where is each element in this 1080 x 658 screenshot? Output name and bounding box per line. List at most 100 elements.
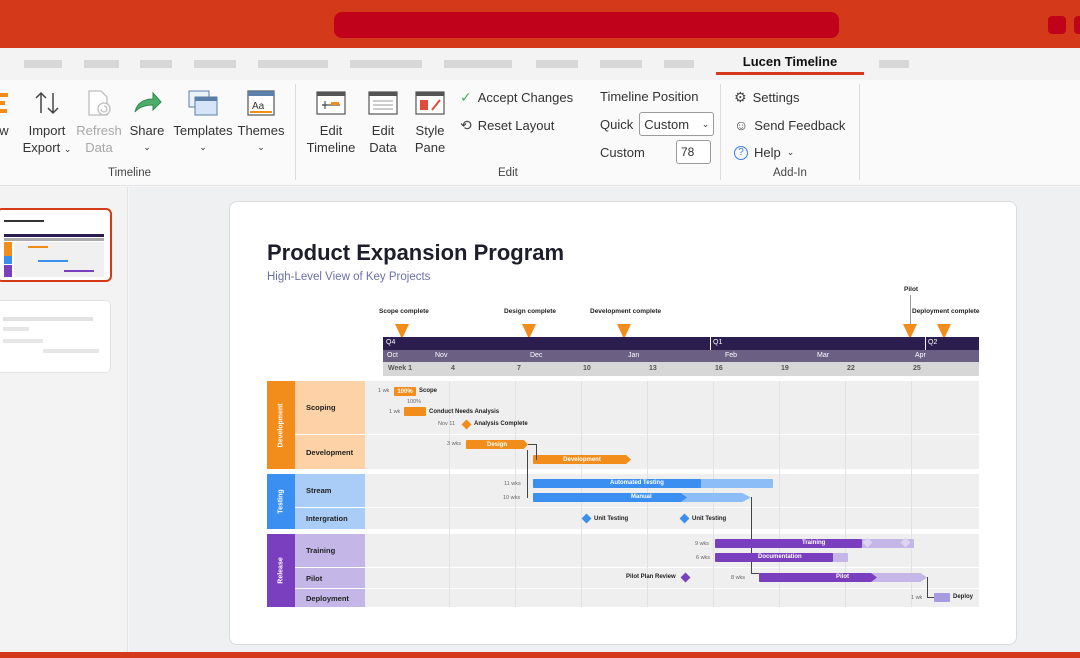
row-label: Intergration xyxy=(306,514,348,523)
maximize-button[interactable] xyxy=(1074,16,1080,34)
row-stream[interactable]: Stream xyxy=(295,474,365,507)
slide-title[interactable]: Product Expansion Program xyxy=(267,240,565,265)
week-label: 13 xyxy=(649,365,657,372)
style-pane-label-2: Pane xyxy=(414,140,446,155)
tab-placeholder[interactable] xyxy=(194,60,236,68)
themes-icon: Aa xyxy=(236,88,286,118)
task-bar-label: Design xyxy=(486,441,507,448)
tab-placeholder[interactable] xyxy=(258,60,328,68)
row-intergration[interactable]: Intergration xyxy=(295,508,365,529)
edit-data-label: Edit xyxy=(371,123,395,138)
chevron-down-icon: ⌄ xyxy=(701,118,710,129)
edit-timeline-label: Edit xyxy=(319,123,343,138)
tab-placeholder[interactable] xyxy=(664,60,694,68)
custom-position-input[interactable]: 78 xyxy=(676,140,711,164)
svg-text:Aa: Aa xyxy=(252,101,265,112)
group-label: Development xyxy=(277,403,285,447)
themes-button[interactable]: Aa Themes ⌄ xyxy=(236,88,286,156)
tab-placeholder[interactable] xyxy=(879,60,909,68)
dependency-arrow xyxy=(527,450,528,498)
group-release[interactable]: Release xyxy=(267,534,295,607)
task-label: Conduct Needs Analysis xyxy=(429,409,500,415)
templates-button[interactable]: Templates ⌄ xyxy=(172,88,234,156)
milestone-marker[interactable] xyxy=(937,324,951,339)
row-development[interactable]: Development xyxy=(295,435,365,469)
view-label: w xyxy=(0,123,9,138)
settings-button[interactable]: ⚙ Settings xyxy=(734,89,800,106)
edit-timeline-button[interactable]: Edit Timeline xyxy=(304,88,358,156)
edit-data-button[interactable]: Edit Data xyxy=(362,88,404,156)
task-bar-needs-analysis[interactable] xyxy=(404,407,426,416)
task-bar-development[interactable]: Development xyxy=(533,455,631,464)
milestone-marker[interactable] xyxy=(522,324,536,339)
milestone-marker[interactable] xyxy=(395,324,409,339)
reset-layout-button[interactable]: ⟲ Reset Layout xyxy=(460,117,554,134)
share-button[interactable]: Share ⌄ xyxy=(126,88,168,156)
templates-label: Templates xyxy=(173,123,233,138)
task-bar-label: Documentation xyxy=(758,554,802,560)
task-percent: 100% xyxy=(407,399,422,405)
quarter-scale: Q4 Q1 Q2 xyxy=(383,337,979,350)
milestone-deployment-label: Deployment complete xyxy=(912,308,980,315)
month-label: Apr xyxy=(915,352,926,359)
milestone-marker[interactable] xyxy=(617,324,631,339)
task-bar-design[interactable]: Design xyxy=(466,440,528,449)
group-development[interactable]: Development xyxy=(267,381,295,469)
view-button[interactable]: w xyxy=(0,88,10,139)
tab-placeholder[interactable] xyxy=(140,60,172,68)
group-label: Release xyxy=(277,557,285,584)
task-bar-scope[interactable]: 100% xyxy=(394,387,416,396)
row-label: Training xyxy=(306,546,336,555)
quarter-label: Q4 xyxy=(386,339,396,346)
group-testing[interactable]: Testing xyxy=(267,474,295,529)
help-label: Help xyxy=(754,145,781,160)
refresh-data-button[interactable]: Refresh Data xyxy=(76,88,122,156)
minimize-button[interactable] xyxy=(1048,16,1066,34)
tab-placeholder[interactable] xyxy=(600,60,642,68)
accept-changes-button[interactable]: ✓ Accept Changes xyxy=(460,89,573,106)
tab-placeholder[interactable] xyxy=(350,60,422,68)
task-bar-deploy[interactable] xyxy=(934,593,950,602)
edit-timeline-label-2: Timeline xyxy=(306,140,356,155)
task-bar-automated-testing-progress xyxy=(533,479,701,488)
quick-position-row: Quick Custom ⌄ xyxy=(600,112,715,136)
import-export-button[interactable]: Import Export ⌄ xyxy=(20,88,74,158)
custom-position-value: 78 xyxy=(681,145,695,159)
tab-placeholder[interactable] xyxy=(536,60,578,68)
send-feedback-label: Send Feedback xyxy=(754,117,846,133)
help-button[interactable]: ? Help ⌄ xyxy=(734,145,794,160)
edit-data-label-2: Data xyxy=(369,140,397,155)
style-pane-button[interactable]: Style Pane xyxy=(410,88,450,156)
task-bar-training-progress xyxy=(715,539,862,548)
search-box[interactable] xyxy=(334,12,839,38)
task-label: Deploy xyxy=(953,594,974,600)
tab-placeholder[interactable] xyxy=(444,60,512,68)
slide-thumbnail-2[interactable] xyxy=(0,300,111,373)
slide-thumbnail-1[interactable] xyxy=(0,208,112,282)
tab-lucen-timeline[interactable]: Lucen Timeline xyxy=(742,54,838,69)
task-duration: 3 wks xyxy=(447,441,462,447)
milestone-marker[interactable] xyxy=(903,324,917,339)
undo-icon: ⟲ xyxy=(460,117,472,133)
task-bar-label: Pilot xyxy=(836,574,849,580)
row-training[interactable]: Training xyxy=(295,534,365,567)
themes-label: Themes xyxy=(237,123,285,138)
milestone-design-label: Design complete xyxy=(504,308,557,315)
quick-label: Quick xyxy=(600,116,634,132)
send-feedback-button[interactable]: ☺ Send Feedback xyxy=(734,117,845,133)
week-label: 7 xyxy=(517,365,521,372)
grid-line xyxy=(449,381,450,607)
row-deployment[interactable]: Deployment xyxy=(295,589,365,607)
task-bar-label: Development xyxy=(563,456,601,463)
slide-subtitle[interactable]: High-Level View of Key Projects xyxy=(267,271,431,283)
view-icon xyxy=(0,88,10,118)
row-scoping[interactable]: Scoping xyxy=(295,381,365,434)
tab-placeholder[interactable] xyxy=(84,60,119,68)
quick-position-select[interactable]: Custom ⌄ xyxy=(639,112,715,136)
task-bar-documentation-progress xyxy=(715,553,833,562)
row-pilot[interactable]: Pilot xyxy=(295,568,365,588)
task-bar-pilot-progress xyxy=(759,573,877,582)
week-label: 25 xyxy=(913,365,921,372)
tab-placeholder[interactable] xyxy=(24,60,62,68)
style-pane-label: Style xyxy=(415,123,445,138)
